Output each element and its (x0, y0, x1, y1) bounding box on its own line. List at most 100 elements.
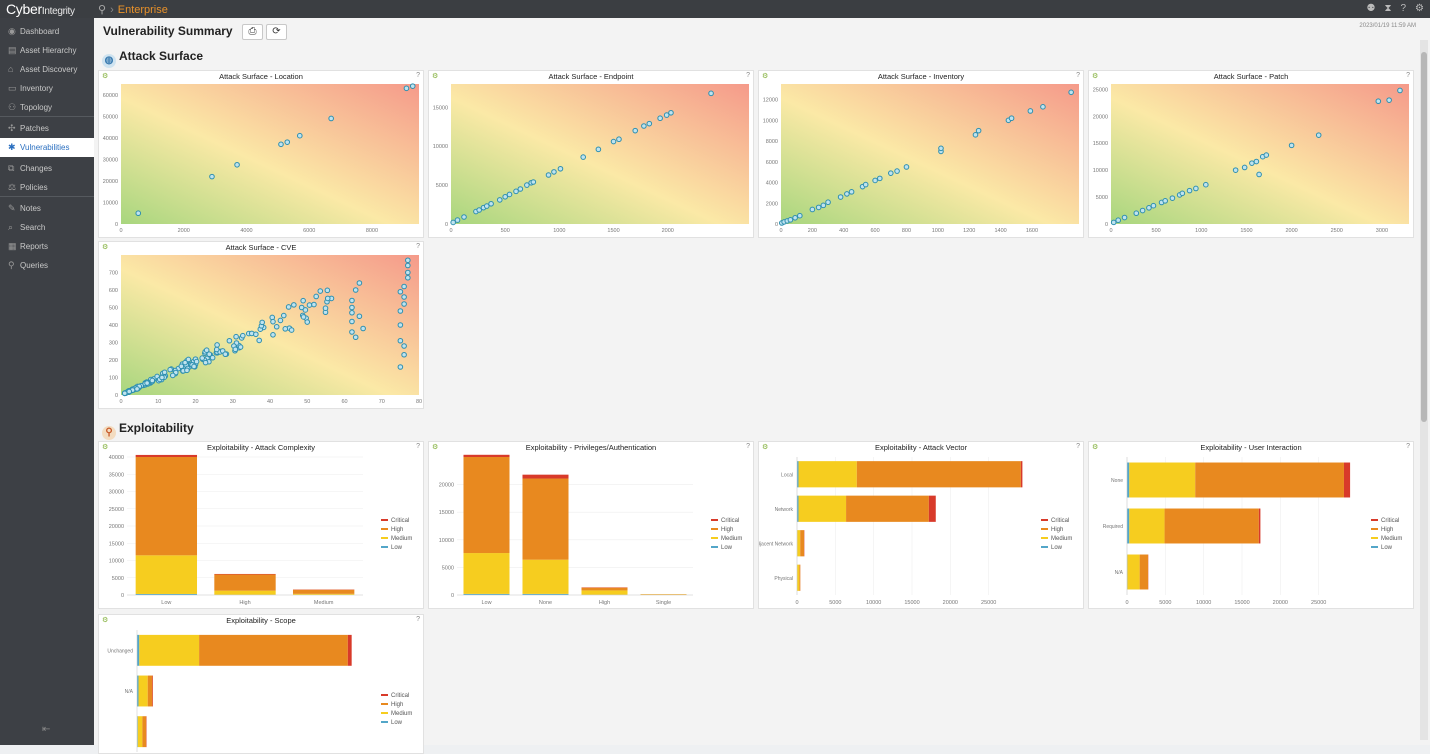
panel-settings-icon[interactable]: ⚙ (432, 72, 438, 80)
sidebar-item-reports[interactable]: ▦Reports (0, 237, 94, 256)
scatter-point (298, 133, 303, 138)
panel-settings-icon[interactable]: ⚙ (102, 243, 108, 251)
scatter-point (1151, 203, 1156, 208)
sidebar-item-label: Asset Hierarchy (20, 46, 76, 55)
panel-help-icon[interactable]: ? (1076, 443, 1080, 450)
x-tick-label: 0 (1125, 600, 1128, 606)
panel-settings-icon[interactable]: ⚙ (432, 443, 438, 451)
sidebar-item-icon: ▭ (8, 79, 20, 98)
sidebar-item-asset-discovery[interactable]: ⌂Asset Discovery (0, 60, 94, 79)
legend-swatch-high (381, 703, 388, 705)
scatter-point (558, 166, 563, 171)
panel-help-icon[interactable]: ? (746, 72, 750, 79)
scatter-point (1069, 90, 1074, 95)
y-tick-label: 15000 (439, 510, 454, 516)
bar-chart[interactable]: 0500010000150002000025000300003500040000… (99, 453, 425, 609)
x-tick-label: 20 (192, 399, 198, 405)
panel-settings-icon[interactable]: ⚙ (762, 72, 768, 80)
help-icon[interactable]: ? (1400, 3, 1406, 14)
app-logo[interactable]: CyberIntegrity (6, 1, 75, 17)
scrollbar-thumb[interactable] (1421, 52, 1427, 422)
refresh-button[interactable]: ⟳ (266, 24, 287, 40)
section-exploitability: ⚲Exploitability (102, 421, 194, 440)
collapse-sidebar-icon[interactable]: ⇤ (42, 724, 50, 735)
sidebar-item-notes[interactable]: ✎Notes (0, 199, 94, 218)
chevron-right-icon: › (110, 4, 114, 16)
panel-help-icon[interactable]: ? (1076, 72, 1080, 79)
sidebar-item-icon: ◉ (8, 22, 20, 41)
panel-settings-icon[interactable]: ⚙ (762, 443, 768, 451)
logo-sub-text: Integrity (42, 6, 75, 17)
print-button[interactable]: ⎙ (242, 24, 263, 40)
bar-segment-medium (797, 530, 800, 556)
scatter-point (402, 344, 407, 349)
scatter-point (185, 368, 190, 373)
panel-help-icon[interactable]: ? (416, 616, 420, 623)
y-tick-label: 25000 (109, 507, 124, 513)
settings-icon[interactable]: ⚙ (1415, 3, 1424, 14)
user-icon[interactable]: ⚉ (1366, 3, 1375, 14)
panel-settings-icon[interactable]: ⚙ (102, 443, 108, 451)
map-pin-icon: ⚲ (98, 4, 106, 16)
scatter-point (314, 294, 319, 299)
scatter-point (1122, 215, 1127, 220)
sidebar-item-patches[interactable]: ✣Patches (0, 119, 94, 138)
sidebar-item-queries[interactable]: ⚲Queries (0, 256, 94, 275)
scatter-point (878, 176, 883, 181)
panel-settings-icon[interactable]: ⚙ (1092, 443, 1098, 451)
sidebar-item-icon: ⧉ (8, 159, 20, 178)
breadcrumb-enterprise[interactable]: Enterprise (118, 4, 168, 16)
sidebar: ◉Dashboard▤Asset Hierarchy⌂Asset Discove… (0, 18, 94, 745)
bar-segment-high (799, 565, 800, 591)
panel-help-icon[interactable]: ? (1406, 443, 1410, 450)
hourglass-icon[interactable]: ⧗ (1384, 3, 1391, 14)
category-label: None (539, 600, 552, 606)
y-tick-label: 6000 (766, 160, 778, 166)
sidebar-item-dashboard[interactable]: ◉Dashboard (0, 22, 94, 41)
scatter-point (525, 183, 530, 188)
bar-segment-high (1165, 509, 1259, 544)
sidebar-item-policies[interactable]: ⚖Policies (0, 178, 94, 197)
sidebar-item-vulnerabilities[interactable]: ✱Vulnerabilities (0, 138, 94, 157)
scatter-point (1257, 172, 1262, 177)
panel-help-icon[interactable]: ? (746, 443, 750, 450)
panel-settings-icon[interactable]: ⚙ (102, 72, 108, 80)
refresh-icon: ⟳ (272, 26, 280, 37)
panel-help-icon[interactable]: ? (416, 72, 420, 79)
bar-chart[interactable]: 0500010000150002000025000LocalNetworkAdj… (759, 453, 1085, 609)
panel-settings-icon[interactable]: ⚙ (102, 616, 108, 624)
sidebar-item-inventory[interactable]: ▭Inventory (0, 79, 94, 98)
sidebar-item-label: Search (20, 223, 45, 232)
sidebar-item-asset-hierarchy[interactable]: ▤Asset Hierarchy (0, 41, 94, 60)
scatter-point (489, 201, 494, 206)
sidebar-item-label: Queries (20, 261, 48, 270)
scatter-point (307, 303, 312, 308)
panel-help-icon[interactable]: ? (416, 243, 420, 250)
legend-label-critical: Critical (391, 518, 409, 524)
sidebar-item-search[interactable]: ⌕Search (0, 218, 94, 237)
legend-swatch-medium (381, 537, 388, 539)
scatter-point (325, 288, 330, 293)
x-tick-label: 1500 (1240, 228, 1252, 234)
x-tick-label: 1000 (553, 228, 565, 234)
scatter-point (518, 187, 523, 192)
panel-help-icon[interactable]: ? (416, 443, 420, 450)
scrollbar[interactable] (1420, 40, 1428, 740)
y-tick-label: 15000 (109, 541, 124, 547)
scatter-point (215, 343, 220, 348)
sidebar-item-changes[interactable]: ⧉Changes (0, 159, 94, 178)
panel-help-icon[interactable]: ? (1406, 72, 1410, 79)
timestamp: 2023/01/19 11:59 AM (1359, 23, 1416, 29)
panel-settings-icon[interactable]: ⚙ (1092, 72, 1098, 80)
sidebar-item-topology[interactable]: ⚇Topology (0, 98, 94, 117)
